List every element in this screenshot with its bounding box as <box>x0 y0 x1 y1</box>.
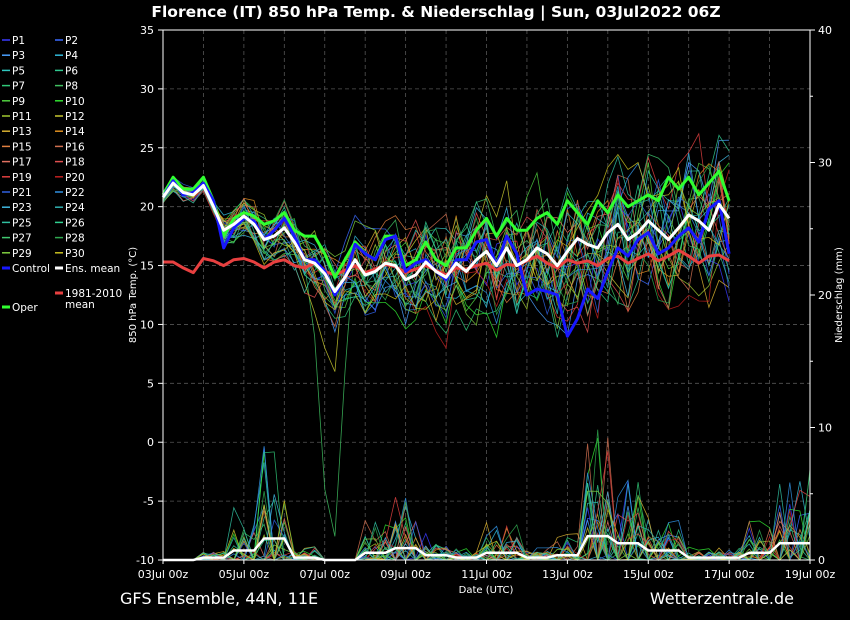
series-line-ens-mean <box>161 181 731 293</box>
legend-label: P27 <box>12 233 32 245</box>
x-tick-label: 13Jul 00z <box>542 568 593 581</box>
x-tick-label: 19Jul 00z <box>785 568 836 581</box>
y-tick-label: 15 <box>140 260 154 273</box>
y-tick-label: 30 <box>140 83 154 96</box>
legend-label: P4 <box>65 50 78 62</box>
x-tick-label: 05Jul 00z <box>219 568 270 581</box>
x-tick-label: 15Jul 00z <box>623 568 674 581</box>
y2-tick-label: 10 <box>818 422 832 435</box>
legend-label: Control <box>12 263 50 275</box>
x-axis-label: Date (UTC) <box>459 585 514 596</box>
member-line-p30 <box>162 153 730 314</box>
legend-label: P19 <box>12 172 32 184</box>
legend-label: P11 <box>12 111 32 123</box>
legend-label: P28 <box>65 233 85 245</box>
right-y-axis: 0 10 20 30 40 <box>810 24 832 567</box>
x-tick-label: 09Jul 00z <box>380 568 431 581</box>
member-line-p26 <box>162 180 730 308</box>
legend-label: mean <box>65 299 95 311</box>
member-line-p15 <box>162 180 730 313</box>
y-tick-label: 35 <box>140 24 154 37</box>
legend-label: P13 <box>12 126 32 138</box>
left-y-axis: -10 -5 0 5 10 15 20 25 30 35 <box>136 24 163 567</box>
footer-source: GFS Ensemble, 44N, 11E <box>120 589 318 608</box>
y2-tick-label: 0 <box>818 554 825 567</box>
x-tick-label: 11Jul 00z <box>461 568 512 581</box>
legend-label: P5 <box>12 65 25 77</box>
main-series-lines <box>161 169 810 562</box>
y-tick-label: 10 <box>140 318 154 331</box>
y-tick-label: -5 <box>143 495 154 508</box>
legend-label: P12 <box>65 111 85 123</box>
member-line-p23 <box>162 152 730 307</box>
member-line-p10 <box>162 162 730 339</box>
left-y-axis-label: 850 hPa Temp. (°C) <box>128 247 139 343</box>
legend-label: P2 <box>65 35 78 47</box>
y2-tick-label: 30 <box>818 157 832 170</box>
legend-label: P14 <box>65 126 85 138</box>
legend-label: P16 <box>65 141 85 153</box>
legend-label: P23 <box>12 202 32 214</box>
y2-tick-label: 40 <box>818 24 832 37</box>
legend-label: P9 <box>12 96 25 108</box>
x-tick-label: 03Jul 00z <box>138 568 189 581</box>
x-axis: 03Jul 00z 05Jul 00z 07Jul 00z 09Jul 00z 11Ju… <box>138 560 836 581</box>
legend-label: P17 <box>12 157 32 169</box>
legend-label: P6 <box>65 65 78 77</box>
member-line-p27 <box>162 153 730 308</box>
legend-label: P21 <box>12 187 32 199</box>
legend-label: P20 <box>65 172 85 184</box>
legend-label: 1981-2010 <box>65 288 122 300</box>
x-tick-label: 17Jul 00z <box>704 568 755 581</box>
y-tick-label: 5 <box>147 377 154 390</box>
legend-label: P25 <box>12 217 32 229</box>
legend: P1 P2 P3 P4 P5 P6 P7 P8 P9 P10 P11 P12 P13 P14 P15 P16 P… <box>2 35 122 314</box>
legend-label: P8 <box>65 81 78 93</box>
legend-label: P26 <box>65 217 85 229</box>
y-tick-label: -10 <box>136 554 154 567</box>
legend-label: P15 <box>12 141 32 153</box>
legend-label: Ens. mean <box>65 263 120 275</box>
member-line-p24 <box>162 185 730 314</box>
legend-label: P24 <box>65 202 85 214</box>
legend-label: P7 <box>12 81 25 93</box>
legend-label: P3 <box>12 50 25 62</box>
legend-label: P18 <box>65 157 85 169</box>
precip-ens-mean-line <box>163 534 810 562</box>
x-tick-label: 07Jul 00z <box>299 568 350 581</box>
legend-label: P22 <box>65 187 85 199</box>
legend-label: Oper <box>12 302 38 314</box>
legend-label: P30 <box>65 248 85 260</box>
legend-label: P10 <box>65 96 85 108</box>
chart-title: Florence (IT) 850 hPa Temp. & Niederschl… <box>151 3 720 22</box>
series-line-oper <box>161 169 731 279</box>
right-y-axis-label: Niederschlag (mm) <box>834 247 845 343</box>
y2-tick-label: 20 <box>818 289 832 302</box>
footer-site: Wetterzentrale.de <box>650 589 794 608</box>
y-tick-label: 20 <box>140 201 154 214</box>
legend-label: P29 <box>12 248 32 260</box>
y-tick-label: 0 <box>147 436 154 449</box>
legend-label: P1 <box>12 35 25 47</box>
y-tick-label: 25 <box>140 142 154 155</box>
